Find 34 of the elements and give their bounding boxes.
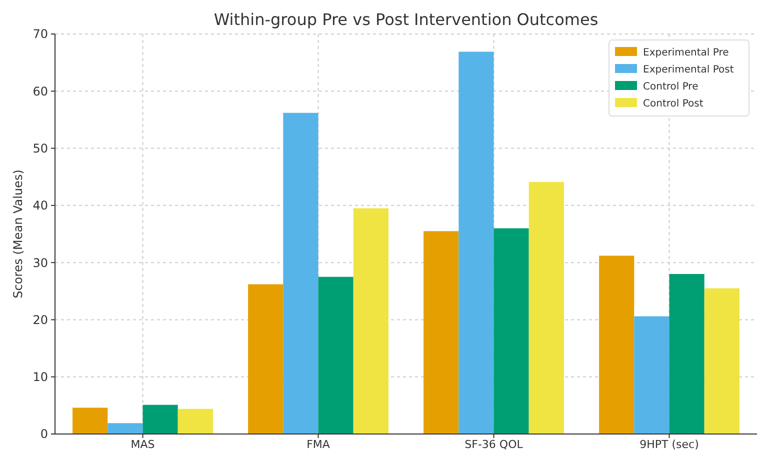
bar: [599, 256, 634, 434]
y-tick-label: 60: [32, 84, 48, 98]
bar: [704, 288, 740, 434]
y-tick-label: 50: [32, 141, 48, 156]
x-tick-label: 9HPT (sec): [640, 438, 699, 451]
y-axis-title: Scores (Mean Values): [11, 170, 25, 298]
legend-label: Experimental Pre: [643, 48, 729, 58]
bar: [72, 408, 108, 434]
bar: [424, 231, 459, 434]
x-tick-label: MAS: [130, 438, 155, 451]
bar: [178, 408, 213, 434]
legend-label: Control Post: [643, 98, 704, 110]
bar: [283, 112, 318, 434]
bar: [318, 276, 354, 434]
bar: [669, 274, 704, 434]
legend-label: Experimental Post: [643, 64, 734, 76]
y-tick-label: 40: [32, 198, 48, 213]
x-tick-label: SF-36 QOL: [464, 438, 524, 451]
bar: [634, 316, 670, 434]
bar: [108, 423, 143, 434]
bar: [142, 404, 178, 434]
y-tick-label: 20: [32, 312, 48, 327]
bar: [248, 284, 284, 434]
bar: [458, 52, 494, 434]
bar: [353, 208, 388, 434]
y-tick-label: 10: [32, 370, 48, 384]
chart-title: Within-group Pre vs Post Intervention Outcomes: [214, 10, 598, 29]
bar: [528, 182, 564, 434]
y-tick-label: 0: [40, 427, 48, 442]
y-tick-label: 70: [32, 27, 48, 42]
bar: [494, 228, 529, 434]
y-tick-label: 30: [32, 256, 48, 270]
x-tick-label: FMA: [306, 438, 330, 451]
legend-label: Control Pre: [643, 82, 698, 92]
